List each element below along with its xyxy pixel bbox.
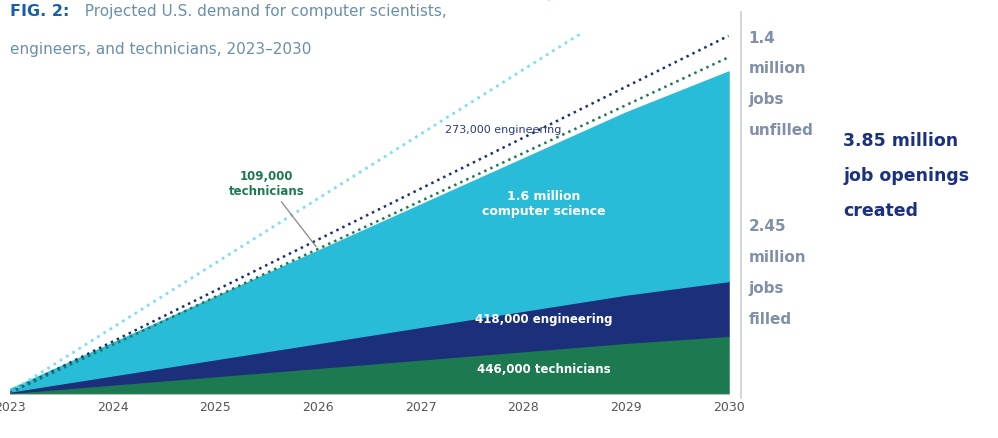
Text: 1 million
computer science: 1 million computer science	[522, 0, 627, 1]
Text: created: created	[843, 201, 918, 219]
Text: filled: filled	[748, 311, 791, 326]
Text: 2.45: 2.45	[748, 219, 786, 234]
Text: 1.4: 1.4	[748, 31, 775, 46]
Text: jobs: jobs	[748, 92, 784, 107]
Text: FIG. 2:: FIG. 2:	[10, 4, 69, 19]
Text: 418,000 engineering: 418,000 engineering	[475, 312, 613, 325]
Text: jobs: jobs	[748, 280, 784, 295]
Text: 273,000 engineering: 273,000 engineering	[444, 124, 561, 134]
Text: 3.85 million: 3.85 million	[843, 131, 958, 149]
Text: engineers, and technicians, 2023–2030: engineers, and technicians, 2023–2030	[10, 42, 311, 57]
Text: million: million	[748, 61, 806, 76]
Text: 1.6 million
computer science: 1.6 million computer science	[482, 190, 606, 218]
Text: 109,000
technicians: 109,000 technicians	[229, 169, 316, 247]
Text: Projected U.S. demand for computer scientists,: Projected U.S. demand for computer scien…	[75, 4, 446, 19]
Text: job openings: job openings	[843, 166, 969, 184]
Text: 446,000 technicians: 446,000 technicians	[477, 362, 611, 375]
Text: unfilled: unfilled	[748, 123, 813, 138]
Text: million: million	[748, 250, 806, 265]
